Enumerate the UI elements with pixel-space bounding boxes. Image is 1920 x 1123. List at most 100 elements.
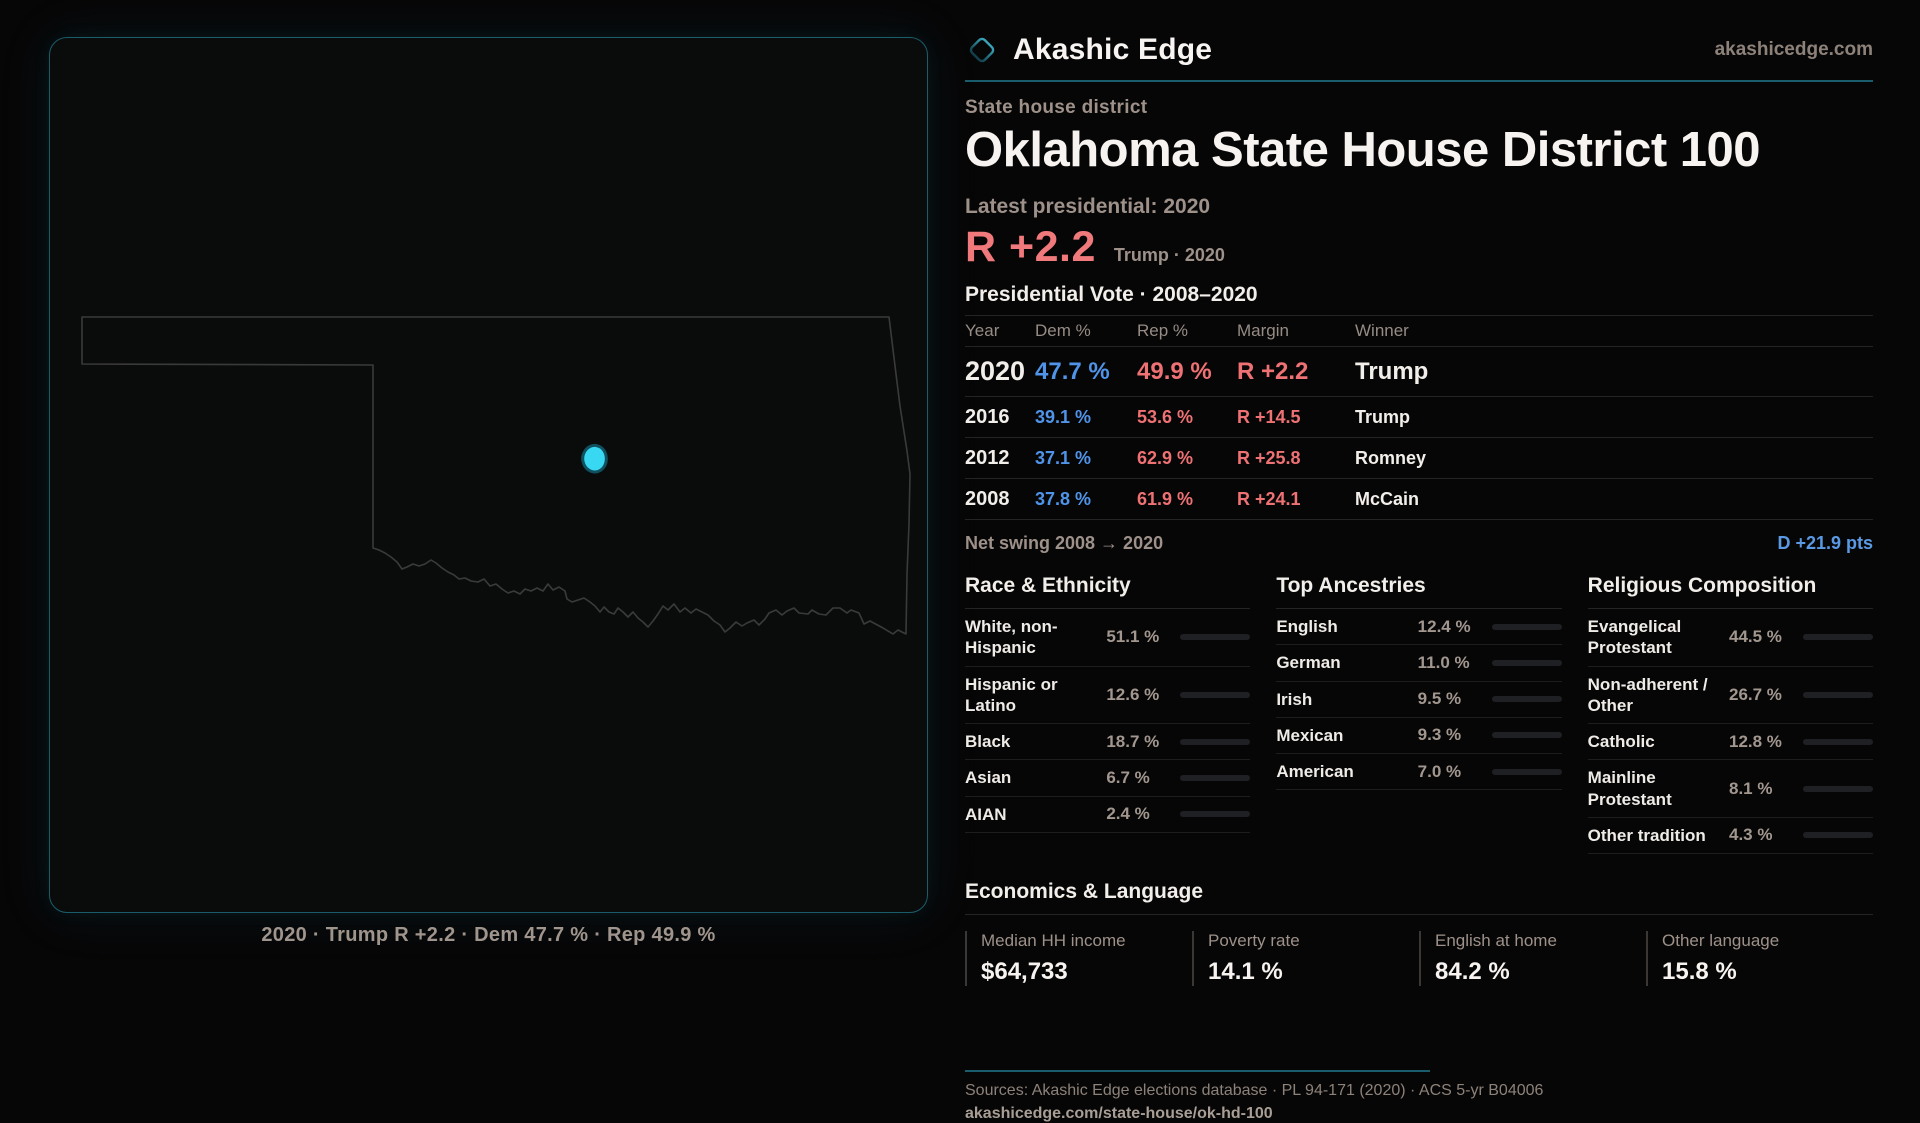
cell-rep: 53.6 % [1137, 406, 1194, 427]
vote-table-header-cell: Winner [1355, 321, 1409, 340]
vote-table-header-cell: Rep % [1137, 321, 1189, 340]
bar-track [1180, 774, 1251, 781]
header-divider [965, 80, 1873, 82]
bar-track [1491, 659, 1562, 666]
eyebrow-label: State house district [965, 97, 1148, 118]
oklahoma-map [81, 316, 911, 635]
row-label: Mexican [1276, 725, 1344, 745]
site-link[interactable]: akashicedge.com [1714, 39, 1873, 60]
cell-dem: 37.1 % [1035, 447, 1092, 468]
bar-track [1803, 738, 1873, 745]
bar-track [1803, 832, 1873, 839]
margin-context: Trump · 2020 [1113, 245, 1225, 265]
cell-margin: R +2.2 [1237, 357, 1309, 385]
bar-track [1803, 785, 1873, 792]
cell-winner: Romney [1355, 447, 1427, 468]
section-title: Economics & Language [965, 880, 1873, 915]
net-swing-label: Net swing 2008 → 2020 [965, 532, 1164, 553]
stat-label: Other language [1662, 931, 1780, 950]
cell-year: 2008 [965, 487, 1010, 510]
vote-table-title: Presidential Vote · 2008–2020 [965, 283, 1258, 306]
district-marker[interactable] [581, 443, 608, 474]
demographic-row: Other tradition 4.3 % [1587, 818, 1873, 854]
vote-table-row: 2016 39.1 % 53.6 % R +14.5 Trump [965, 397, 1873, 438]
detail-panel: Akashic Edge akashicedge.com State house… [965, 30, 1873, 1123]
cell-dem: 39.1 % [1035, 406, 1092, 427]
footer: Sources: Akashic Edge elections database… [965, 1070, 1873, 1123]
cell-margin: R +14.5 [1237, 406, 1301, 427]
map-caption: 2020 · Trump R +2.2 · Dem 47.7 % · Rep 4… [261, 924, 716, 946]
row-value: 9.3 % [1417, 725, 1462, 745]
demographic-row: English 12.4 % [1276, 609, 1562, 646]
demographic-row: German 11.0 % [1276, 645, 1562, 682]
vote-table-row: 2008 37.8 % 61.9 % R +24.1 McCain [965, 479, 1873, 520]
headline-margin: R +2.2 Trump · 2020 [965, 223, 1873, 275]
stat-label: Poverty rate [1208, 931, 1300, 950]
section-title: Religious Composition [1587, 574, 1873, 609]
row-label: AIAN [965, 804, 1007, 824]
row-value: 12.4 % [1417, 616, 1471, 636]
cell-winner: Trump [1355, 406, 1411, 427]
cell-winner: McCain [1355, 488, 1420, 509]
stat-value: 15.8 % [1662, 958, 1737, 985]
demographic-row: Evangelical Protestant 44.5 % [1587, 609, 1873, 667]
stat-cell: Poverty rate 14.1 % [1192, 931, 1419, 986]
cell-year: 2020 [965, 356, 1026, 386]
bar-track [1180, 811, 1251, 818]
vote-table-header-cell: Margin [1237, 321, 1289, 340]
vote-table-body: 2020 47.7 % 49.9 % R +2.2 Trump 2016 39.… [965, 347, 1873, 520]
cell-winner: Trump [1355, 357, 1429, 385]
permalink[interactable]: akashicedge.com/state-house/ok-hd-100 [965, 1105, 1273, 1122]
row-value: 12.8 % [1729, 731, 1782, 751]
demographic-row: Hispanic or Latino 12.6 % [965, 667, 1251, 724]
cell-rep: 62.9 % [1137, 447, 1194, 468]
row-value: 2.4 % [1106, 804, 1150, 824]
bar-track [1491, 623, 1562, 630]
section-title: Top Ancestries [1276, 574, 1562, 609]
demographic-row: White, non-Hispanic 51.1 % [965, 609, 1251, 667]
brand: Akashic Edge [965, 31, 1212, 69]
bar-track [1803, 634, 1873, 641]
brand-diamond-icon [969, 37, 995, 63]
stat-value: 84.2 % [1435, 958, 1510, 985]
cell-margin: R +24.1 [1237, 488, 1301, 509]
row-value: 9.5 % [1417, 689, 1462, 709]
net-swing-value: D +21.9 pts [1777, 532, 1873, 553]
demographic-row: Mainline Protestant 8.1 % [1587, 760, 1873, 818]
cell-year: 2016 [965, 405, 1010, 428]
latest-presidential-label: Latest presidential: 2020 [965, 195, 1211, 218]
cell-year: 2012 [965, 446, 1010, 469]
page: { "brand": { "name": "Akashic Edge", "si… [49, 33, 1873, 1122]
presidential-vote-table: Year Dem % Rep % Margin Winner 2020 47.7 % 4… [965, 315, 1873, 520]
row-value: 26.7 % [1729, 684, 1782, 704]
vote-table-row: 2020 47.7 % 49.9 % R +2.2 Trump [965, 347, 1873, 397]
demographic-row: Black 18.7 % [965, 724, 1251, 761]
row-label: Irish [1276, 689, 1313, 709]
row-label: American [1276, 762, 1354, 781]
brand-name: Akashic Edge [1013, 33, 1213, 66]
row-value: 44.5 % [1729, 627, 1782, 647]
row-value: 11.0 % [1417, 652, 1470, 672]
stat-cell: English at home 84.2 % [1419, 931, 1646, 986]
bar-track [1491, 732, 1562, 739]
district-map-panel [49, 37, 928, 913]
page-title: Oklahoma State House District 100 [965, 123, 1761, 177]
row-label: Asian [965, 768, 1012, 788]
sources-line: Sources: Akashic Edge elections database… [965, 1082, 1544, 1099]
margin-value: R +2.2 [965, 223, 1096, 271]
footer-divider [965, 1070, 1430, 1072]
cell-rep: 49.9 % [1137, 357, 1212, 385]
cell-dem: 47.7 % [1035, 357, 1110, 385]
section-rows: White, non-Hispanic 51.1 % Hispanic or L… [965, 609, 1251, 833]
row-label: German [1276, 653, 1341, 673]
cell-margin: R +25.8 [1237, 447, 1301, 468]
section-race-ethnicity: Race & Ethnicity White, non-Hispanic 51.… [965, 574, 1251, 854]
row-value: 7.0 % [1417, 761, 1462, 781]
section-top-ancestries: Top Ancestries English 12.4 % German 11.… [1276, 574, 1562, 854]
oklahoma-outline [81, 316, 911, 635]
demographic-row: Catholic 12.8 % [1587, 724, 1873, 761]
row-value: 51.1 % [1106, 627, 1160, 647]
cell-dem: 37.8 % [1035, 488, 1092, 509]
bar-track [1180, 691, 1251, 698]
row-label: White, non-Hispanic [965, 617, 1058, 658]
